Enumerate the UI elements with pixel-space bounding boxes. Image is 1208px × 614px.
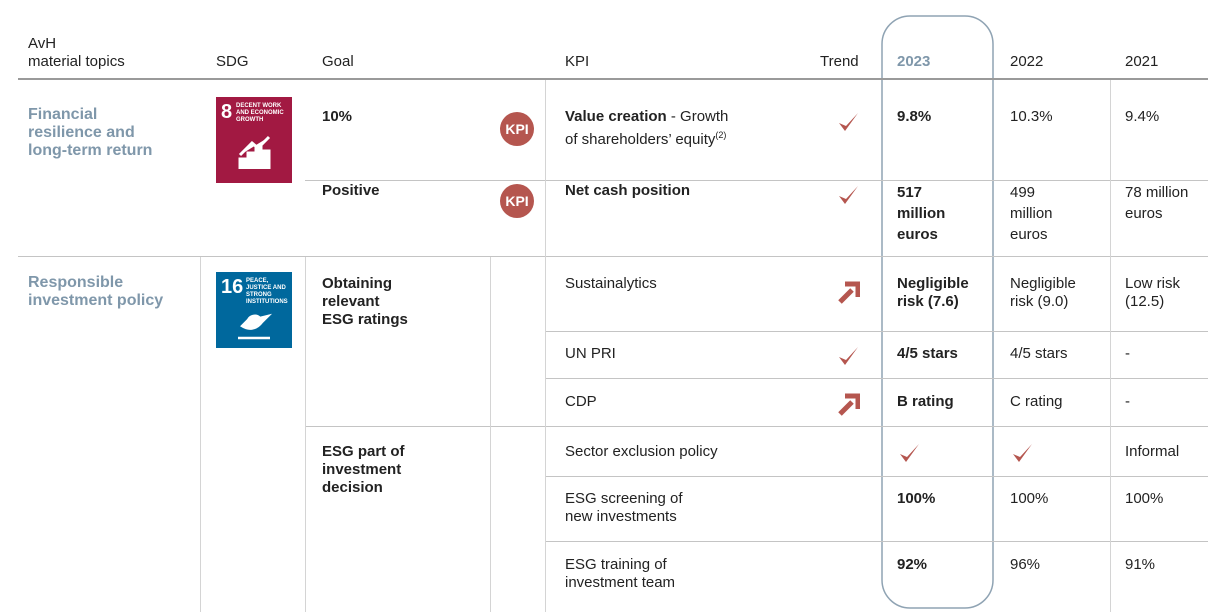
value-2023: 100% xyxy=(897,490,936,507)
sdg-number: 16 xyxy=(221,276,244,298)
topic: Responsible investment policy xyxy=(28,274,164,309)
value-2021: 78 million euros xyxy=(1125,184,1189,222)
sdg-glyph xyxy=(238,313,273,340)
sdg-icon: 8 DECENT WORK AND ECONOMIC GROWTH xyxy=(216,97,292,183)
value-2023: B rating xyxy=(897,393,954,410)
check-icon xyxy=(1013,444,1032,462)
sdg-label: DECENT WORK AND ECONOMIC GROWTH xyxy=(236,103,284,123)
row-rule xyxy=(545,331,1208,332)
kpi: ESG screening of new investments xyxy=(565,490,683,525)
goal: 10% xyxy=(322,108,353,125)
kpi: CDP xyxy=(565,393,597,410)
value-2023: Negligible risk (7.6) xyxy=(897,275,969,310)
goal: Obtaining relevant ESG ratings xyxy=(322,275,408,328)
sdg-label: PEACE, JUSTICE AND STRONG INSTITUTIONS xyxy=(246,278,288,305)
header-cell: SDG xyxy=(216,53,249,70)
value-2023: 92% xyxy=(897,556,928,573)
kpi: ESG training of investment team xyxy=(565,556,676,591)
topic: Financial resilience and long-term retur… xyxy=(28,106,153,159)
col-rule xyxy=(490,257,491,612)
kpi: Sustainalytics xyxy=(565,275,657,292)
header-cell: KPI xyxy=(565,53,590,70)
footnote: (2) xyxy=(715,130,727,140)
value-2022: 96% xyxy=(1010,556,1041,573)
value-2022: 499 million euros xyxy=(1010,184,1053,243)
row-rule xyxy=(305,180,1208,181)
kpi-text: - Growth of shareholders’ equity xyxy=(565,108,729,148)
row-rule xyxy=(545,476,1208,477)
goal: ESG part of investment decision xyxy=(322,443,405,496)
kpi: Net cash position xyxy=(565,182,691,199)
header-cell: AvH material topics xyxy=(28,35,125,70)
check-icon xyxy=(839,347,858,365)
value-2023: 9.8% xyxy=(897,108,932,125)
row-rule xyxy=(545,541,1208,542)
trend-up-icon xyxy=(838,281,860,304)
header-rule xyxy=(18,78,1208,80)
col-rule xyxy=(200,257,201,612)
value-2022: 4/5 stars xyxy=(1010,345,1068,362)
col-rule xyxy=(1110,80,1111,612)
col-rule xyxy=(545,80,546,612)
value-2022: C rating xyxy=(1010,393,1063,410)
header-cell: 2022 xyxy=(1010,53,1044,70)
row-rule xyxy=(545,378,1208,379)
col-rule xyxy=(305,257,306,612)
highlight-frame xyxy=(881,15,994,609)
header-cell: Trend xyxy=(820,53,859,70)
kpi-bold: Value creation xyxy=(565,108,667,125)
value-2023: 517 million euros xyxy=(897,184,946,243)
value-2021: - xyxy=(1125,393,1130,410)
kpi-badge: KPI xyxy=(500,184,534,218)
trend-up-icon xyxy=(838,393,860,416)
check-icon xyxy=(900,444,919,462)
kpi: Value creation - Growth of shareholders’… xyxy=(565,108,728,149)
value-2021: - xyxy=(1125,345,1130,362)
goal: Positive xyxy=(322,182,380,199)
kpi: Sector exclusion policy xyxy=(565,443,718,460)
header-cell: 2021 xyxy=(1125,53,1159,70)
value-2021: Informal xyxy=(1125,443,1180,460)
header-cell: 2023 xyxy=(897,53,931,70)
value-2023: 4/5 stars xyxy=(897,345,958,362)
kpi: UN PRI xyxy=(565,345,616,362)
row-rule xyxy=(305,426,1208,427)
value-2021: 91% xyxy=(1125,556,1156,573)
value-2021: 100% xyxy=(1125,490,1164,507)
row-rule xyxy=(18,256,1208,257)
value-2022: Negligible risk (9.0) xyxy=(1010,275,1076,310)
check-icon xyxy=(839,113,858,131)
value-2021: Low risk (12.5) xyxy=(1125,275,1181,310)
value-2022: 100% xyxy=(1010,490,1049,507)
header-cell: Goal xyxy=(322,53,354,70)
sdg-icon: 16 PEACE, JUSTICE AND STRONG INSTITUTION… xyxy=(216,272,292,348)
sdg-number: 8 xyxy=(221,101,233,123)
value-2021: 9.4% xyxy=(1125,108,1160,125)
kpi-badge: KPI xyxy=(500,112,534,146)
value-2022: 10.3% xyxy=(1010,108,1053,125)
sdg-glyph xyxy=(238,135,271,169)
check-icon xyxy=(839,186,858,204)
